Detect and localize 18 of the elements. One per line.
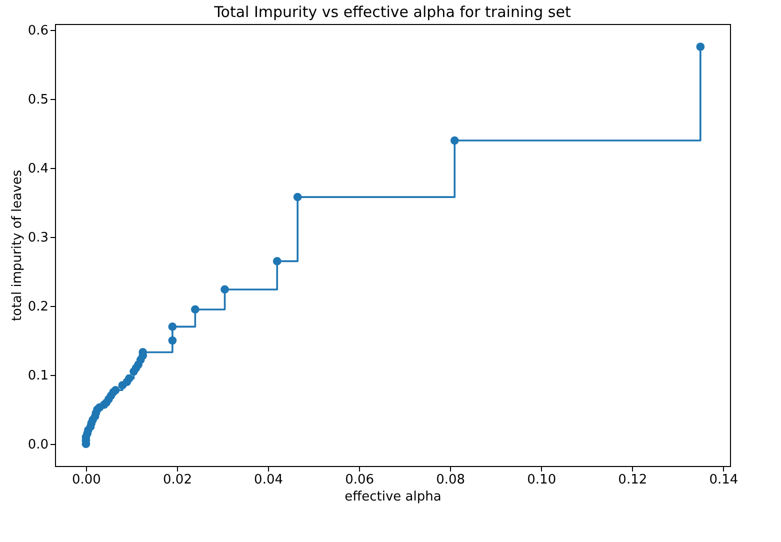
x-axis-title: effective alpha <box>344 490 442 504</box>
x-tick-label: 0.02 <box>163 472 192 488</box>
x-tick-label: 0.04 <box>254 472 283 488</box>
y-tick-label: 0.5 <box>28 92 48 108</box>
y-tick-label: 0.6 <box>28 24 48 39</box>
x-tick-label: 0.14 <box>709 472 738 488</box>
chart-title: Total Impurity vs effective alpha for training set <box>213 3 571 21</box>
x-tick-label: 0.08 <box>436 472 466 488</box>
y-tick-label: 0.2 <box>28 300 48 315</box>
y-tick-label: 0.1 <box>28 368 48 384</box>
y-tick-label: 0.3 <box>28 230 48 246</box>
y-tick-label: 0.0 <box>28 437 48 452</box>
x-tick-label: 0.00 <box>72 472 101 488</box>
x-tick-label: 0.10 <box>527 472 556 488</box>
x-tick-label: 0.06 <box>345 472 374 488</box>
y-tick-label: 0.4 <box>28 162 48 177</box>
x-tick-label: 0.12 <box>618 472 648 488</box>
y-axis-title: total impurity of leaves <box>10 170 25 322</box>
